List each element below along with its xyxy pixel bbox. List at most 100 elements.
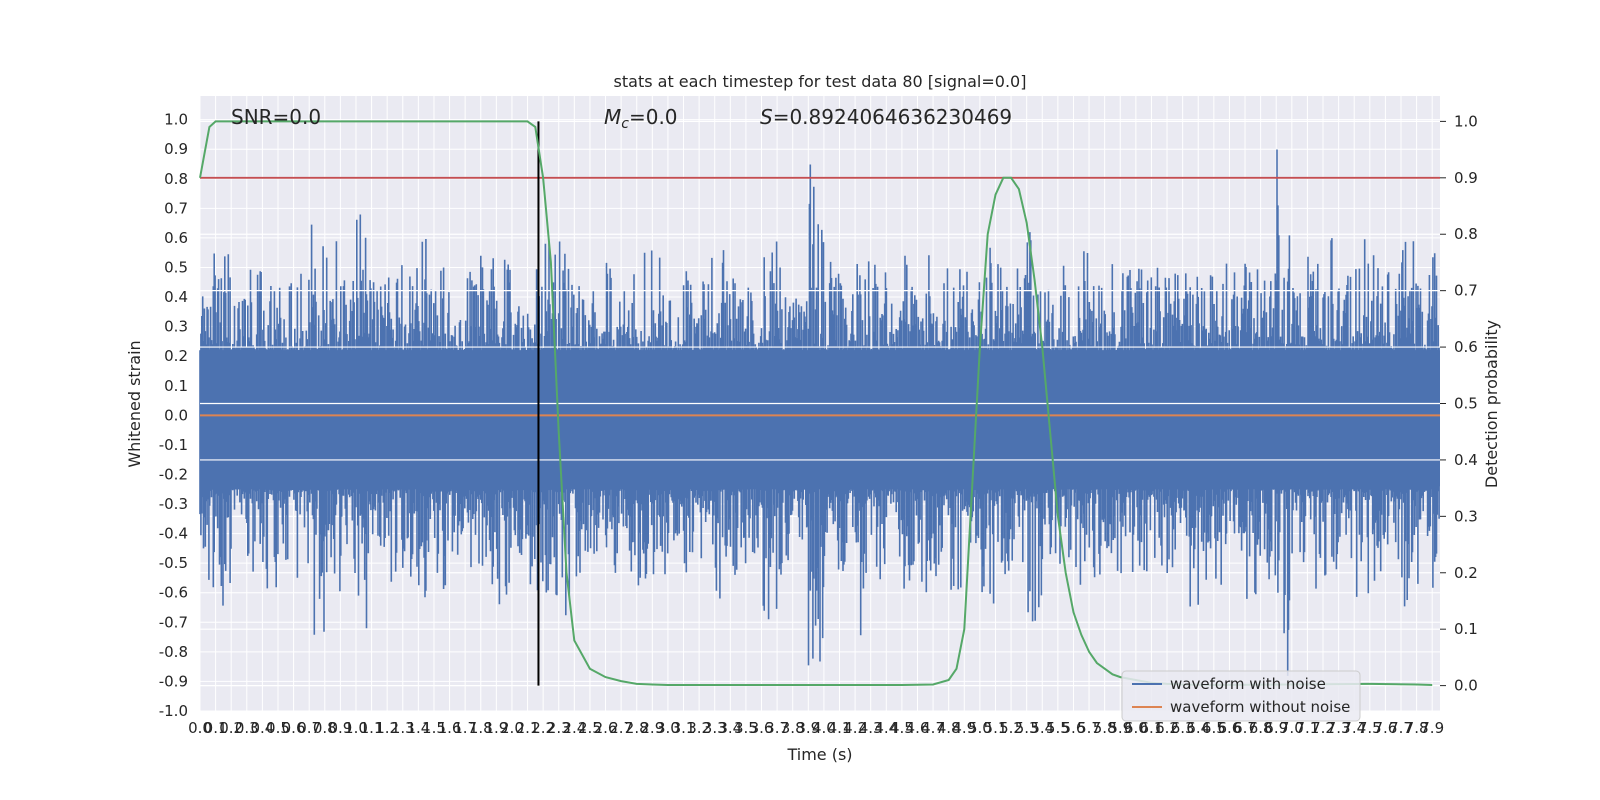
x-tick-label: 5.5 xyxy=(1046,719,1070,737)
legend-label-noise: waveform with noise xyxy=(1170,675,1326,693)
y2-tick-label: 0.4 xyxy=(1454,451,1478,469)
x-tick-label: 4.4 xyxy=(874,719,898,737)
x-tick-label: 4.9 xyxy=(952,719,976,737)
x-tick-label: 0.3 xyxy=(235,719,259,737)
snr-annotation: SNR=0.0 xyxy=(231,105,321,129)
y-axis-label: Whitened strain xyxy=(125,340,144,467)
x-tick-label: 3.5 xyxy=(734,719,758,737)
x-axis-label: Time (s) xyxy=(786,745,852,764)
x-tick-label: 0.6 xyxy=(282,719,306,737)
x-tick-label: 6.4 xyxy=(1186,719,1210,737)
x-tick-label: 2.1 xyxy=(516,719,540,737)
x-tick-label: 0.5 xyxy=(266,719,290,737)
y-tick-label: -0.2 xyxy=(159,465,188,483)
y-tick-label: -0.4 xyxy=(159,525,188,543)
x-tick-label: 2.8 xyxy=(625,719,649,737)
y-tick-label: 0.1 xyxy=(164,377,188,395)
x-tick-label: 4.7 xyxy=(921,719,945,737)
x-tick-label: 3.9 xyxy=(796,719,820,737)
x-tick-label: 7.0 xyxy=(1280,719,1304,737)
y-tick-labels: -1.0 -0.9 -0.8 -0.7 -0.6 -0.5 -0.4 -0.3 -0.2 -0.1… xyxy=(159,111,188,720)
legend-label-clean: waveform without noise xyxy=(1170,698,1350,716)
x-tick-label: 1.8 xyxy=(469,719,493,737)
x-tick-label: 3.8 xyxy=(781,719,805,737)
legend-box xyxy=(1121,670,1361,722)
y-tick-label: 1.0 xyxy=(164,111,188,129)
x-tick-label: 3.1 xyxy=(672,719,696,737)
x-tick-label: 4.6 xyxy=(906,719,930,737)
y-tick-label: 0.0 xyxy=(164,406,188,424)
x-tick-label: 6.8 xyxy=(1249,719,1273,737)
x-tick-label: 0.2 xyxy=(219,719,243,737)
x-tick-label: 0.1 xyxy=(204,719,228,737)
x-tick-label: 7.8 xyxy=(1405,719,1429,737)
x-tick-label: 1.0 xyxy=(344,719,368,737)
y2-tick-label: 0.9 xyxy=(1454,169,1478,187)
x-tick-label: 6.2 xyxy=(1155,719,1179,737)
x-tick-label: 2.0 xyxy=(500,719,524,737)
x-tick-label: 6.6 xyxy=(1218,719,1242,737)
x-tick-label: 7.2 xyxy=(1311,719,1335,737)
y-tick-label: 0.8 xyxy=(164,170,188,188)
y-tick-label: 0.9 xyxy=(164,140,188,158)
x-tick-label: 6.3 xyxy=(1171,719,1195,737)
x-tick-label: 1.5 xyxy=(422,719,446,737)
x-tick-label: 6.9 xyxy=(1264,719,1288,737)
x-tick-label: 1.2 xyxy=(375,719,399,737)
probability-series-line xyxy=(199,120,1433,687)
x-tick-label: 5.7 xyxy=(1077,719,1101,737)
chart-title: stats at each timestep for test data 80 … xyxy=(614,72,1027,91)
x-tick-label: 7.5 xyxy=(1358,719,1382,737)
x-tick-label: 2.2 xyxy=(531,719,555,737)
y2-tick-label: 0.3 xyxy=(1454,507,1478,525)
y-tick-label: 0.2 xyxy=(164,347,188,365)
x-tick-label: 2.9 xyxy=(640,719,664,737)
x-tick-label: 1.1 xyxy=(360,719,384,737)
y-tick-label: -1.0 xyxy=(159,702,188,720)
x-tick-label: 5.2 xyxy=(999,719,1023,737)
x-tick-label: 1.6 xyxy=(438,719,462,737)
y2-axis-label: Detection probability xyxy=(1482,320,1501,488)
y-tick-label: -0.1 xyxy=(159,436,188,454)
y-tick-label: 0.6 xyxy=(164,229,188,247)
chirp-mass-annotation: Mc=0.0 xyxy=(604,105,678,132)
noise-series xyxy=(199,149,1440,676)
chirp-mass-subscript: c xyxy=(621,116,629,132)
x-tick-label: 4.2 xyxy=(843,719,867,737)
x-tick-label: 0.0 xyxy=(188,719,212,737)
x-tick-label: 0.7 xyxy=(297,719,321,737)
y2-tick-label: 0.7 xyxy=(1454,282,1478,300)
y-tick-label: 0.3 xyxy=(164,318,188,336)
x-tick-label: 0.9 xyxy=(328,719,352,737)
score-symbol: S xyxy=(760,105,773,129)
x-tick-label: 1.3 xyxy=(391,719,415,737)
x-tick-label: 5.3 xyxy=(1015,719,1039,737)
y-tick-label: -0.9 xyxy=(159,672,188,690)
x-tick-label: 7.9 xyxy=(1420,719,1444,737)
y-tick-label: 0.4 xyxy=(164,288,188,306)
x-tick-label: 2.7 xyxy=(609,719,633,737)
x-tick-label: 1.9 xyxy=(484,719,508,737)
y-tick-label: -0.7 xyxy=(159,613,188,631)
x-tick-label: 4.0 xyxy=(812,719,836,737)
x-tick-label: 5.6 xyxy=(1062,719,1086,737)
y2-tick-label: 0.0 xyxy=(1454,677,1478,695)
y-tick-label: -0.8 xyxy=(159,643,188,661)
y2-tick-labels: 0.0 0.1 0.2 0.3 0.4 0.5 0.6 0.7 0.8 0.9 1.0 xyxy=(1440,112,1478,695)
y-tick-label: -0.5 xyxy=(159,554,188,572)
chirp-mass-symbol: M xyxy=(604,105,621,129)
x-tick-label: 5.4 xyxy=(1030,719,1054,737)
x-tick-label: 6.0 xyxy=(1124,719,1148,737)
y2-tick-label: 1.0 xyxy=(1454,112,1478,130)
y2-tick-label: 0.1 xyxy=(1454,620,1478,638)
x-tick-label: 3.3 xyxy=(703,719,727,737)
y-tick-label: 0.5 xyxy=(164,258,188,276)
x-tick-label: 5.1 xyxy=(984,719,1008,737)
x-tick-label: 3.7 xyxy=(765,719,789,737)
noise-dense-band xyxy=(200,350,1440,487)
x-tick-label: 3.0 xyxy=(656,719,680,737)
score-value: =0.8924064636230469 xyxy=(773,105,1012,129)
x-tick-label: 4.3 xyxy=(859,719,883,737)
x-tick-label: 0.4 xyxy=(250,719,274,737)
